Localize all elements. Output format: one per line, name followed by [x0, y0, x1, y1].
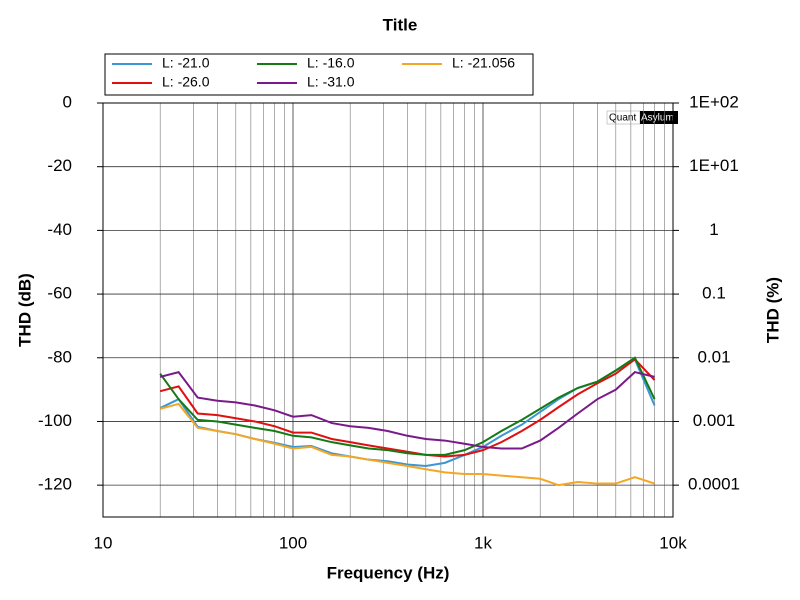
y2-tick-label: 0.1: [702, 284, 726, 303]
plot-frame: [102, 102, 674, 518]
y2-tick-label: 0.0001: [688, 475, 740, 494]
x-tick-label: 100: [279, 533, 307, 552]
y2-tick-label: 1: [709, 220, 718, 239]
y-axis-label: THD (dB): [15, 273, 34, 347]
x-tick-label: 10k: [659, 533, 687, 552]
y-tick-label: -80: [47, 347, 72, 366]
y2-tick-label: 1E+01: [689, 156, 739, 175]
legend-label: L: -16.0: [307, 55, 355, 71]
y-tick-label: -120: [38, 475, 72, 494]
x-tick-label: 10: [94, 533, 113, 552]
legend-label: L: -26.0: [162, 74, 210, 90]
y-tick-label: -20: [47, 156, 72, 175]
chart-title: Title: [383, 15, 418, 34]
x-axis-label: Frequency (Hz): [327, 563, 450, 582]
legend: [104, 53, 534, 96]
series-line: [159, 402, 655, 487]
y-tick-label: -40: [47, 220, 72, 239]
y-tick-label: 0: [63, 92, 72, 111]
series-line: [159, 356, 656, 456]
watermark-text: Quant: [609, 113, 636, 124]
watermark-box: [640, 111, 678, 124]
legend-label: L: -21.056: [452, 55, 515, 71]
x-tick-label: 1k: [474, 533, 492, 552]
y2-axis-label: THD (%): [763, 277, 782, 343]
y2-tick-label: 0.001: [693, 411, 736, 430]
y2-tick-label: 1E+02: [689, 92, 739, 111]
legend-label: L: -31.0: [307, 74, 355, 90]
series-line: [159, 358, 656, 458]
watermark: Quant Asylum: [606, 110, 678, 125]
y2-tick-label: 0.01: [697, 347, 730, 366]
y-tick-label: -100: [38, 411, 72, 430]
y-tick-label: -60: [47, 284, 72, 303]
series-line: [159, 370, 655, 450]
watermark-text: Asylum: [641, 113, 674, 124]
legend-label: L: -21.0: [162, 55, 210, 71]
